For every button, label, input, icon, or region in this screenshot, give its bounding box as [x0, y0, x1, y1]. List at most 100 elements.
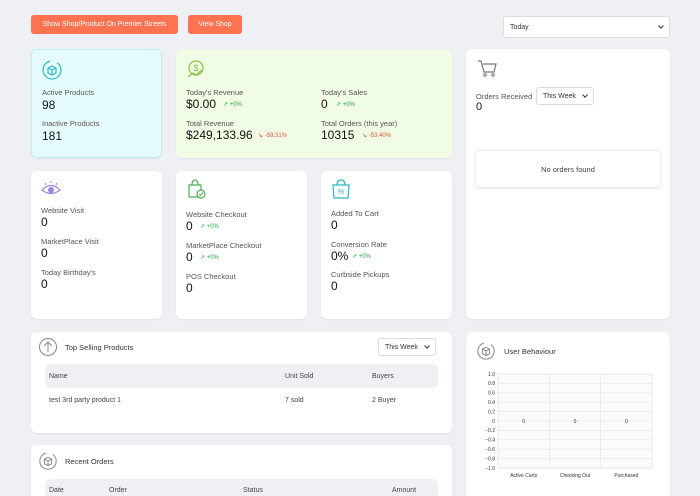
svg-text:%: % — [338, 189, 344, 196]
x-tick-label: Active Carts — [510, 473, 537, 479]
recent-orders-title: Recent Orders — [65, 457, 114, 466]
today-revenue-label: Today's Revenue — [186, 88, 244, 97]
top-selling-period-value: This Week — [385, 343, 418, 351]
top-selling-period-select[interactable]: This Week — [378, 338, 436, 356]
column-header-date: Date — [49, 487, 64, 494]
total-orders-change: ↘ -53.40% — [362, 133, 392, 139]
y-tick-label: −1.0 — [485, 466, 495, 472]
website-checkout-value: 0 — [186, 219, 193, 233]
inactive-products-label: Inactive Products — [42, 119, 100, 128]
orders-period-value: This Week — [543, 92, 576, 100]
total-orders-label: Total Orders (this year) — [321, 119, 398, 128]
dollar-growth-icon: $ — [187, 60, 204, 78]
today-revenue-change: ↗ +0% — [223, 102, 242, 108]
website-checkout-change: ↗ +0% — [200, 224, 219, 230]
products-card: Active Products 98 Inactive Products 181 — [31, 49, 162, 158]
revenue-card: $ Today's Revenue $0.00 ↗ +0% Today's Sa… — [176, 49, 452, 158]
added-to-cart-label: Added To Cart — [331, 209, 379, 218]
inactive-products-value: 181 — [42, 129, 63, 143]
data-label: 0 — [574, 419, 577, 425]
conversion-rate-change: ↗ +0% — [352, 254, 371, 260]
top-selling-products-card: Top Selling Products This Week Name Unit… — [31, 332, 452, 433]
total-orders-value: 10315 — [321, 128, 355, 142]
total-revenue-label: Total Revenue — [186, 119, 234, 128]
arrow-up-circle-icon — [39, 338, 57, 356]
marketplace-checkout-value: 0 — [186, 250, 193, 264]
discount-bag-icon: % — [332, 179, 350, 199]
pos-checkout-label: POS Checkout — [186, 272, 236, 281]
units-sold: 7 sold — [285, 397, 304, 404]
y-tick-label: 0.4 — [488, 400, 495, 406]
product-name: test 3rd party product 1 — [49, 397, 121, 404]
column-header-status: Status — [243, 487, 263, 494]
x-tick-label: Purchased — [614, 473, 638, 479]
cart-icon — [478, 60, 497, 77]
y-tick-label: 0.6 — [488, 391, 495, 397]
curbside-pickups-label: Curbside Pickups — [331, 270, 390, 279]
table-row[interactable]: test 3rd party product 1 7 sold 2 Buyer — [45, 390, 438, 412]
eye-icon — [41, 181, 61, 195]
today-sales-value: 0 — [321, 97, 328, 111]
user-behaviour-chart: 1.0 0.8 0.6 0.4 0.2 0 −0.2 −0.4 −0.6 −0.8 −1.0 Acti… — [485, 372, 653, 479]
marketplace-checkout-label: MarketPlace Checkout — [186, 241, 262, 250]
y-tick-label: −0.4 — [485, 438, 495, 444]
no-orders-message: No orders found — [476, 150, 660, 187]
y-tick-label: 0 — [492, 419, 495, 425]
show-shop-button[interactable]: Show Shop/Product On Premier Streets — [31, 15, 178, 34]
y-tick-label: 1.0 — [488, 372, 495, 378]
visits-card: Website Visit 0 MarketPlace Visit 0 Toda… — [31, 171, 162, 319]
conversion-rate-value: 0% — [331, 249, 349, 263]
column-header-name: Name — [49, 373, 68, 380]
orders-period-select[interactable]: This Week — [536, 87, 594, 105]
chevron-down-icon — [582, 92, 588, 98]
marketplace-visit-label: MarketPlace Visit — [41, 237, 99, 246]
chevron-down-icon — [424, 343, 430, 349]
website-visit-label: Website Visit — [41, 206, 85, 215]
x-tick-label: Checking Out — [560, 473, 591, 479]
column-header-order: Order — [109, 487, 127, 494]
added-to-cart-value: 0 — [331, 218, 338, 232]
data-label: 0 — [522, 419, 525, 425]
birthday-value: 0 — [41, 277, 48, 291]
view-shop-button[interactable]: View Shop — [188, 15, 242, 34]
box-cycle-icon — [39, 452, 57, 470]
recent-orders-card: Recent Orders Date Order Status Amount — [31, 445, 452, 496]
orders-received-panel: Orders Received 0 This Week No orders fo… — [466, 49, 670, 319]
conversion-rate-label: Conversion Rate — [331, 240, 387, 249]
curbside-pickups-value: 0 — [331, 279, 338, 293]
y-tick-label: −0.6 — [485, 447, 495, 453]
y-tick-label: −0.2 — [485, 428, 495, 434]
checkout-card: Website Checkout 0 ↗ +0% MarketPlace Che… — [176, 171, 307, 319]
active-products-value: 98 — [42, 98, 56, 112]
y-tick-label: 0.8 — [488, 381, 495, 387]
birthday-label: Today Birthday's — [41, 268, 96, 277]
date-filter-select[interactable]: Today — [503, 16, 670, 38]
y-tick-label: 0.2 — [488, 409, 495, 415]
website-checkout-label: Website Checkout — [186, 210, 247, 219]
marketplace-checkout-change: ↗ +0% — [200, 255, 219, 261]
top-selling-title: Top Selling Products — [65, 343, 134, 352]
orders-received-label: Orders Received — [476, 92, 533, 101]
user-behaviour-card: User Behaviour 1.0 0.8 0.6 0.4 0.2 0 −0.2 −0.4 −… — [466, 332, 670, 496]
table-header: Date Order Status Amount — [45, 479, 438, 496]
today-sales-change: ↗ +0% — [336, 102, 355, 108]
svg-text:$: $ — [193, 63, 198, 73]
pos-checkout-value: 0 — [186, 281, 193, 295]
date-filter-value: Today — [510, 23, 529, 31]
today-sales-label: Today's Sales — [321, 88, 368, 97]
shopping-bag-check-icon — [188, 179, 206, 199]
orders-received-value: 0 — [476, 101, 483, 113]
data-label: 0 — [625, 419, 628, 425]
table-header: Name Unit Sold Buyers — [45, 364, 438, 388]
y-tick-label: −0.8 — [485, 456, 495, 462]
column-header-amount: Amount — [392, 487, 417, 494]
box-cycle-icon — [42, 60, 62, 80]
cart-stats-card: % Added To Cart 0 Conversion Rate 0% ↗ +… — [321, 171, 452, 319]
website-visit-value: 0 — [41, 215, 48, 229]
buyers-count: 2 Buyer — [372, 397, 397, 404]
column-header-buyers: Buyers — [372, 373, 394, 380]
total-revenue-value: $249,133.96 — [186, 128, 253, 142]
marketplace-visit-value: 0 — [41, 246, 48, 260]
box-cycle-icon — [477, 342, 495, 360]
today-revenue-value: $0.00 — [186, 97, 217, 111]
